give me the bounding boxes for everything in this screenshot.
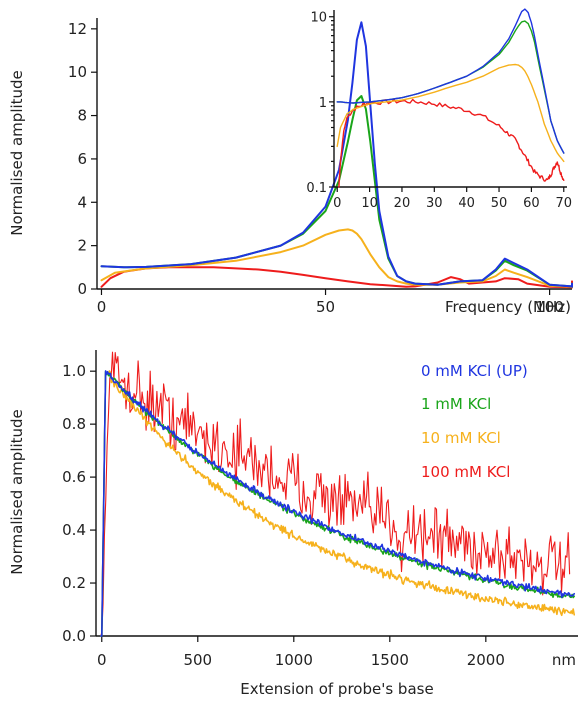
extension-y-tick-label: 0.4 <box>62 521 86 539</box>
inset-ticks: 0.1 1 10 0 10 20 30 40 50 60 70 <box>306 11 572 211</box>
inset-x-tick-label: 20 <box>394 196 411 211</box>
legend-entry-10mM: 10 mM KCl <box>421 429 501 447</box>
spectrum-series-100-mm-kcl <box>100 266 573 289</box>
extension-x-tick-label: 1000 <box>275 651 313 669</box>
inset-x-tick-label: 10 <box>361 196 378 211</box>
spectrum-x-tick-label: 0 <box>97 298 107 316</box>
spectrum-y-tick-label: 6 <box>77 150 87 168</box>
inset-y-tick-label: 0.1 <box>306 181 327 196</box>
spectrum-y-tick-label: 2 <box>77 237 87 255</box>
spectrum-series-0-mm-kcl-up <box>100 21 573 288</box>
inset-series-10-mm-kcl <box>336 63 565 163</box>
inset-x-tick-label: 30 <box>426 196 443 211</box>
extension-y-tick-label: 0.2 <box>62 574 86 592</box>
inset-y-tick-label: 10 <box>310 11 327 26</box>
extension-x-tick-label: 0 <box>97 651 107 669</box>
inset-series <box>336 8 565 188</box>
extension-y-tick-label: 0.8 <box>62 415 86 433</box>
legend-entry-1mM: 1 mM KCl <box>421 395 491 413</box>
spectrum-x-tick-label: 100 <box>535 298 564 316</box>
spectrum-series-10-mm-kcl <box>100 228 573 289</box>
extension-x-label: Extension of probe's base <box>240 680 433 698</box>
spectrum-y-tick-label: 12 <box>68 20 87 38</box>
extension-x-tick-label: 500 <box>183 651 212 669</box>
extension-series <box>100 351 576 637</box>
spectrum-y-tick-label: 0 <box>77 280 87 298</box>
inset-series-100-mm-kcl <box>338 98 565 188</box>
spectrum-y-label: Normalised amplitude <box>8 70 26 236</box>
extension-x-unit: nm <box>552 651 576 669</box>
spectrum-y-tick-label: 10 <box>68 63 87 81</box>
extension-series-0-mm-kcl-up <box>100 370 576 637</box>
spectrum-x-tick-label: 50 <box>316 298 335 316</box>
legend-entry-0mM: 0 mM KCl (UP) <box>421 362 528 380</box>
spectrum-y-tick-label: 4 <box>77 193 87 211</box>
extension-series-10-mm-kcl <box>100 370 576 637</box>
legend-entry-100mM: 100 mM KCl <box>421 463 510 481</box>
inset-x-tick-label: 70 <box>555 196 572 211</box>
extension-x-tick-label: 2000 <box>467 651 505 669</box>
extension-x-tick-label: 1500 <box>371 651 409 669</box>
spectrum-x-label: Frequency (MHz) <box>445 298 571 316</box>
inset-x-tick-label: 60 <box>523 196 540 211</box>
extension-y-tick-label: 0.6 <box>62 468 86 486</box>
inset-series-0-mm-kcl-up <box>336 8 565 154</box>
extension-y-label: Normalised amplitude <box>8 409 26 575</box>
extension-y-tick-label: 0.0 <box>62 627 86 645</box>
extension-ticks: 0.0 0.2 0.4 0.6 0.8 1.0 0 500 1000 1500 2000 <box>62 362 505 669</box>
legend: 0 mM KCl (UP) 1 mM KCl 10 mM KCl 100 mM … <box>421 362 528 481</box>
extension-series-100-mm-kcl <box>100 351 571 637</box>
spectrum-y-tick-label: 8 <box>77 107 87 125</box>
spectrum-series <box>100 21 573 289</box>
extension-chart: 0.0 0.2 0.4 0.6 0.8 1.0 0 500 1000 1500 2000 nm Ex… <box>8 350 578 698</box>
inset-chart: 0.1 1 10 0 10 20 30 40 50 60 70 <box>306 8 572 211</box>
inset-x-tick-label: 50 <box>491 196 508 211</box>
inset-y-tick-label: 1 <box>319 96 327 111</box>
inset-x-tick-label: 0 <box>333 196 341 211</box>
extension-y-tick-label: 1.0 <box>62 362 86 380</box>
inset-x-tick-label: 40 <box>458 196 475 211</box>
